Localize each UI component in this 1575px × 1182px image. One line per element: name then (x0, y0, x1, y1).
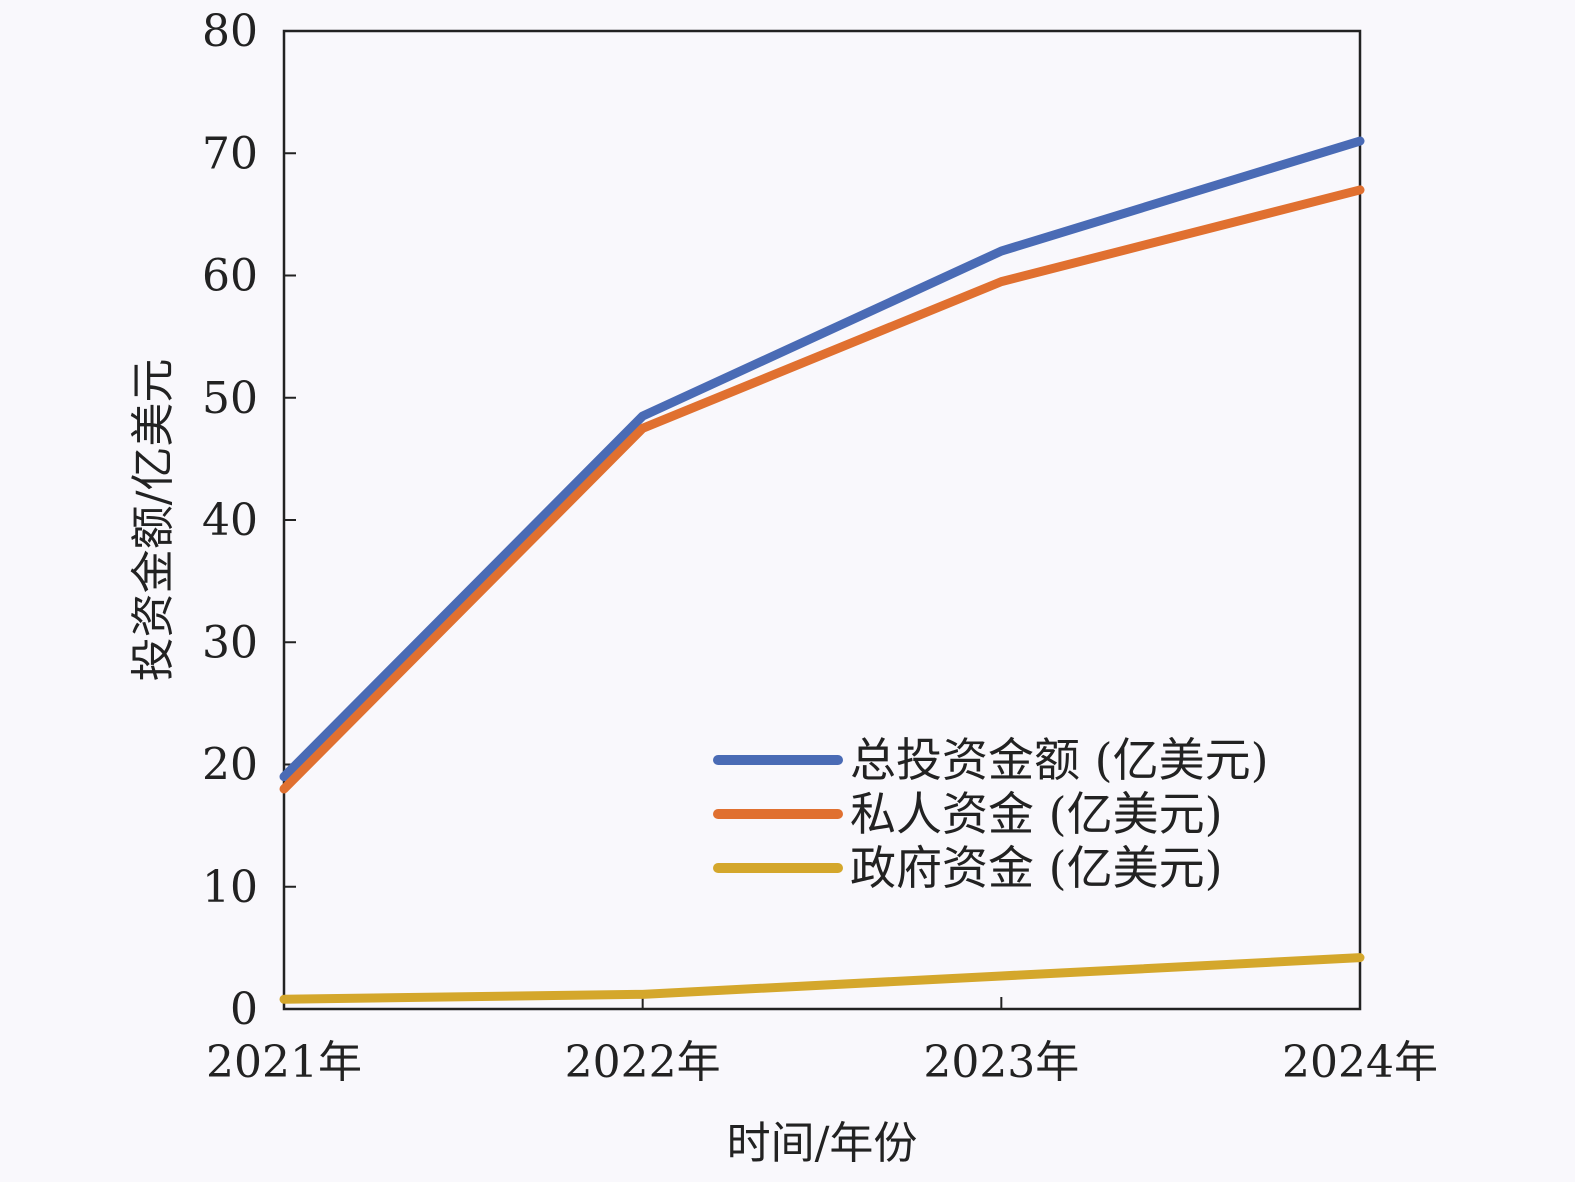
series-line-0 (279, 136, 1365, 782)
x-tick-label: 2024年 (1282, 1037, 1438, 1088)
legend-label-1: 私人资金 (亿美元) (850, 787, 1223, 841)
y-tick-label: 80 (202, 6, 258, 57)
y-tick-label: 10 (202, 862, 258, 913)
y-axis: 0 10 20 30 40 50 60 70 80 (202, 6, 296, 1035)
series-line-2 (279, 953, 1365, 1004)
x-tick-label: 2023年 (923, 1037, 1079, 1088)
y-axis-title: 投资金额/亿美元 (128, 359, 179, 682)
y-tick-label: 0 (230, 984, 258, 1035)
legend: 总投资金额 (亿美元)私人资金 (亿美元)政府资金 (亿美元) (713, 733, 1269, 895)
legend-label-2: 政府资金 (亿美元) (850, 841, 1223, 895)
series-lines (279, 136, 1365, 1004)
y-tick-label: 50 (202, 373, 258, 424)
y-tick-label: 60 (202, 251, 258, 302)
x-axis-title: 时间/年份 (727, 1118, 918, 1169)
y-tick-label: 70 (202, 128, 258, 179)
y-tick-label: 40 (202, 495, 258, 546)
x-axis: 2021年 2022年 2023年 2024年 (206, 997, 1438, 1088)
x-tick-label: 2021年 (206, 1037, 362, 1088)
y-tick-label: 20 (202, 740, 258, 791)
legend-label-0: 总投资金额 (亿美元) (850, 733, 1269, 787)
x-tick-label: 2022年 (565, 1037, 721, 1088)
y-tick-label: 30 (202, 617, 258, 668)
series-line-1 (279, 185, 1365, 794)
